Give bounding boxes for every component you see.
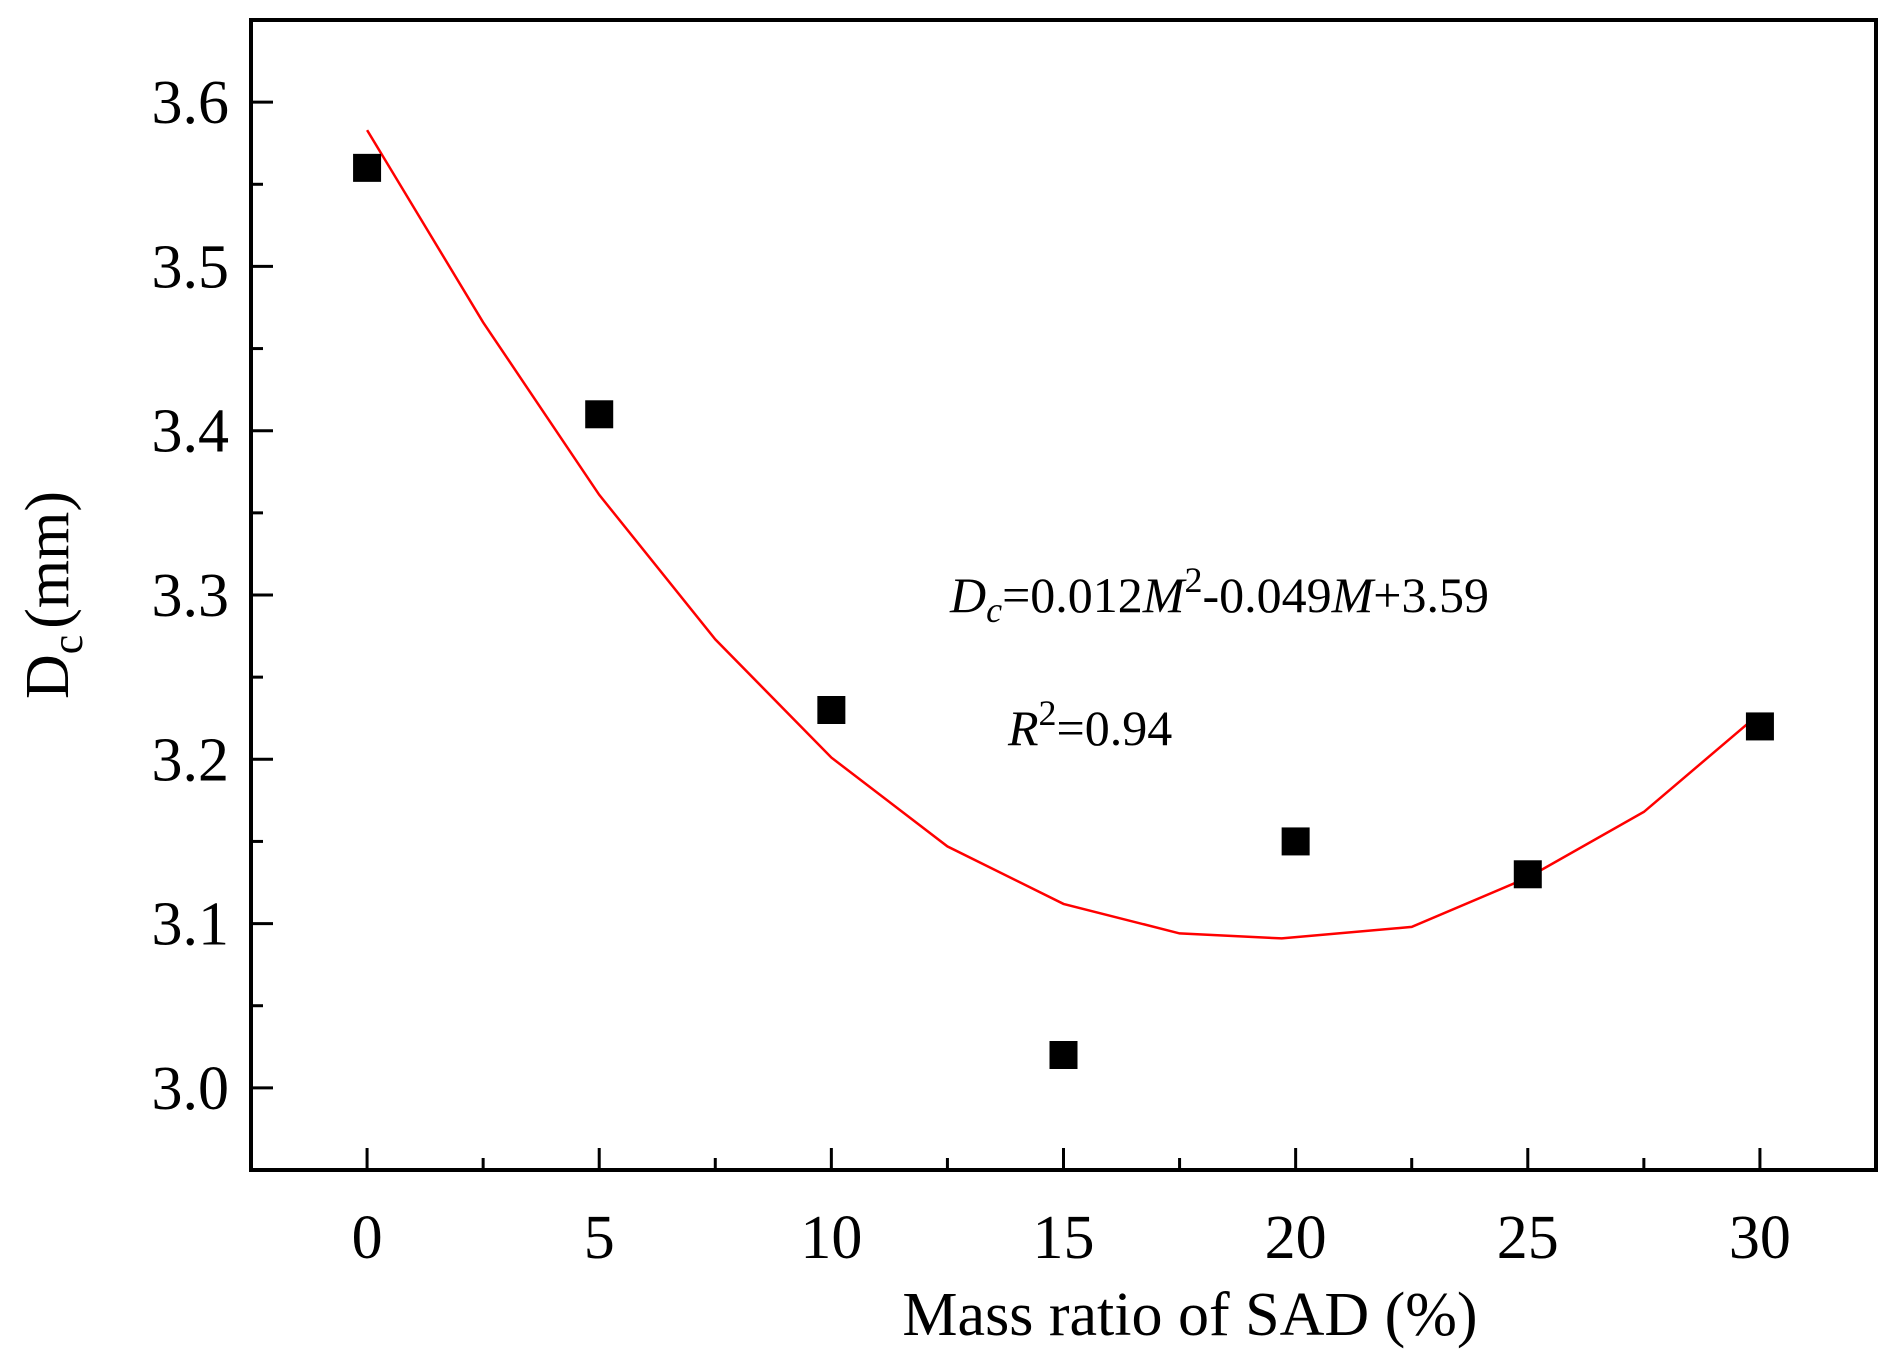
data-point [1513, 860, 1542, 889]
r-squared-symbol: R [1007, 700, 1039, 756]
y-axis-title: Dc (mm) [14, 491, 92, 699]
equation-coefficient-b: -0.049 [1202, 567, 1331, 623]
data-point [1745, 712, 1774, 741]
x-tick-label: 30 [1729, 1204, 1791, 1272]
x-tick-label: 20 [1265, 1204, 1327, 1272]
x-axis-ticks [365, 1148, 1762, 1170]
x-tick-label: 15 [1033, 1204, 1095, 1272]
y-axis-ticks [251, 100, 273, 1090]
y-axis-title-base: D [14, 654, 82, 699]
fit-equation: Dc=0.012M2-0.049M+3.59 [949, 560, 1489, 630]
r-squared-label: R2=0.94 [1007, 693, 1172, 756]
r-squared-value: =0.94 [1057, 700, 1173, 756]
x-tick-label: 10 [800, 1204, 862, 1272]
data-point [1049, 1041, 1078, 1069]
equation-superscript-2: 2 [1184, 560, 1202, 600]
y-axis-tick-labels: 3.0 3.1 3.2 3.3 3.4 3.5 3.6 [152, 69, 230, 1123]
x-tick-label: 25 [1497, 1204, 1559, 1272]
y-tick-label: 3.2 [152, 726, 230, 794]
x-tick-label: 5 [584, 1204, 615, 1272]
data-points [353, 153, 1774, 1069]
y-tick-label: 3.3 [152, 562, 230, 630]
y-tick-label: 3.0 [152, 1055, 230, 1123]
equation-coefficient-a: =0.012 [1002, 567, 1143, 623]
equation-subscript-c: c [986, 590, 1002, 630]
y-tick-label: 3.4 [152, 398, 230, 466]
equation-symbol-m2: M [1331, 567, 1376, 623]
data-point [585, 400, 614, 429]
equation-constant: +3.59 [1373, 567, 1489, 623]
x-axis-tick-labels: 0 5 10 15 20 25 30 [352, 1204, 1791, 1272]
data-point [353, 153, 382, 182]
y-tick-label: 3.6 [152, 69, 230, 137]
x-axis-title: Mass ratio of SAD (%) [902, 1281, 1477, 1349]
r-squared-superscript: 2 [1039, 693, 1057, 733]
y-axis-title-unit: (mm) [14, 491, 82, 629]
x-tick-label: 0 [352, 1204, 383, 1272]
data-point [1281, 827, 1310, 856]
y-axis-title-sub: c [43, 635, 92, 655]
data-point [817, 696, 846, 724]
y-tick-label: 3.1 [152, 891, 230, 959]
equation-symbol-d: D [949, 567, 986, 623]
equation-symbol-m1: M [1142, 567, 1187, 623]
y-tick-label: 3.5 [152, 233, 230, 301]
